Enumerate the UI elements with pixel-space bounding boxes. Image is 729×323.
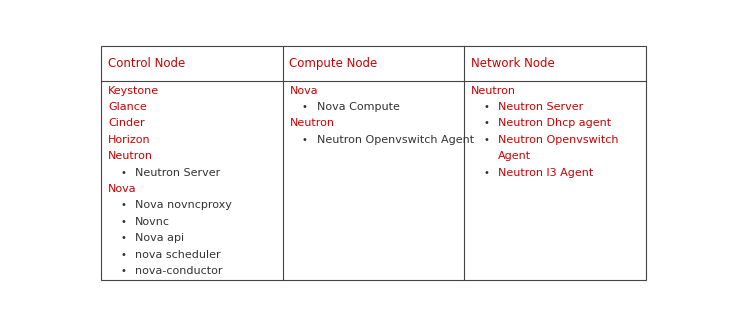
Text: •: • bbox=[302, 102, 308, 112]
Text: •: • bbox=[120, 200, 126, 210]
Text: Keystone: Keystone bbox=[108, 86, 159, 96]
Text: Control Node: Control Node bbox=[108, 57, 185, 70]
Text: Compute Node: Compute Node bbox=[289, 57, 378, 70]
Text: •: • bbox=[120, 250, 126, 260]
Text: Neutron: Neutron bbox=[108, 151, 153, 161]
Text: •: • bbox=[120, 217, 126, 227]
Text: Horizon: Horizon bbox=[108, 135, 151, 145]
Text: Neutron Server: Neutron Server bbox=[135, 168, 220, 178]
Text: Glance: Glance bbox=[108, 102, 147, 112]
Text: •: • bbox=[483, 168, 489, 178]
Text: Network Node: Network Node bbox=[471, 57, 555, 70]
Text: Neutron Server: Neutron Server bbox=[498, 102, 583, 112]
Text: Nova novncproxy: Nova novncproxy bbox=[135, 200, 232, 210]
Text: •: • bbox=[483, 102, 489, 112]
Text: nova scheduler: nova scheduler bbox=[135, 250, 221, 260]
Text: Neutron Openvswitch Agent: Neutron Openvswitch Agent bbox=[316, 135, 474, 145]
Text: Nova api: Nova api bbox=[135, 233, 184, 243]
Text: Nova Compute: Nova Compute bbox=[316, 102, 399, 112]
Text: •: • bbox=[120, 233, 126, 243]
Text: •: • bbox=[483, 135, 489, 145]
Text: Cinder: Cinder bbox=[108, 118, 144, 128]
Text: Neutron: Neutron bbox=[289, 118, 335, 128]
Text: •: • bbox=[120, 266, 126, 276]
Text: Nova: Nova bbox=[108, 184, 137, 194]
Text: Agent: Agent bbox=[498, 151, 531, 161]
Text: nova-conductor: nova-conductor bbox=[135, 266, 222, 276]
Text: Neutron l3 Agent: Neutron l3 Agent bbox=[498, 168, 593, 178]
Text: Neutron Openvswitch: Neutron Openvswitch bbox=[498, 135, 618, 145]
Text: •: • bbox=[120, 168, 126, 178]
Text: Neutron: Neutron bbox=[471, 86, 516, 96]
Text: •: • bbox=[302, 135, 308, 145]
Text: Novnc: Novnc bbox=[135, 217, 170, 227]
Text: Neutron Dhcp agent: Neutron Dhcp agent bbox=[498, 118, 611, 128]
Text: Nova: Nova bbox=[289, 86, 318, 96]
Text: •: • bbox=[483, 118, 489, 128]
